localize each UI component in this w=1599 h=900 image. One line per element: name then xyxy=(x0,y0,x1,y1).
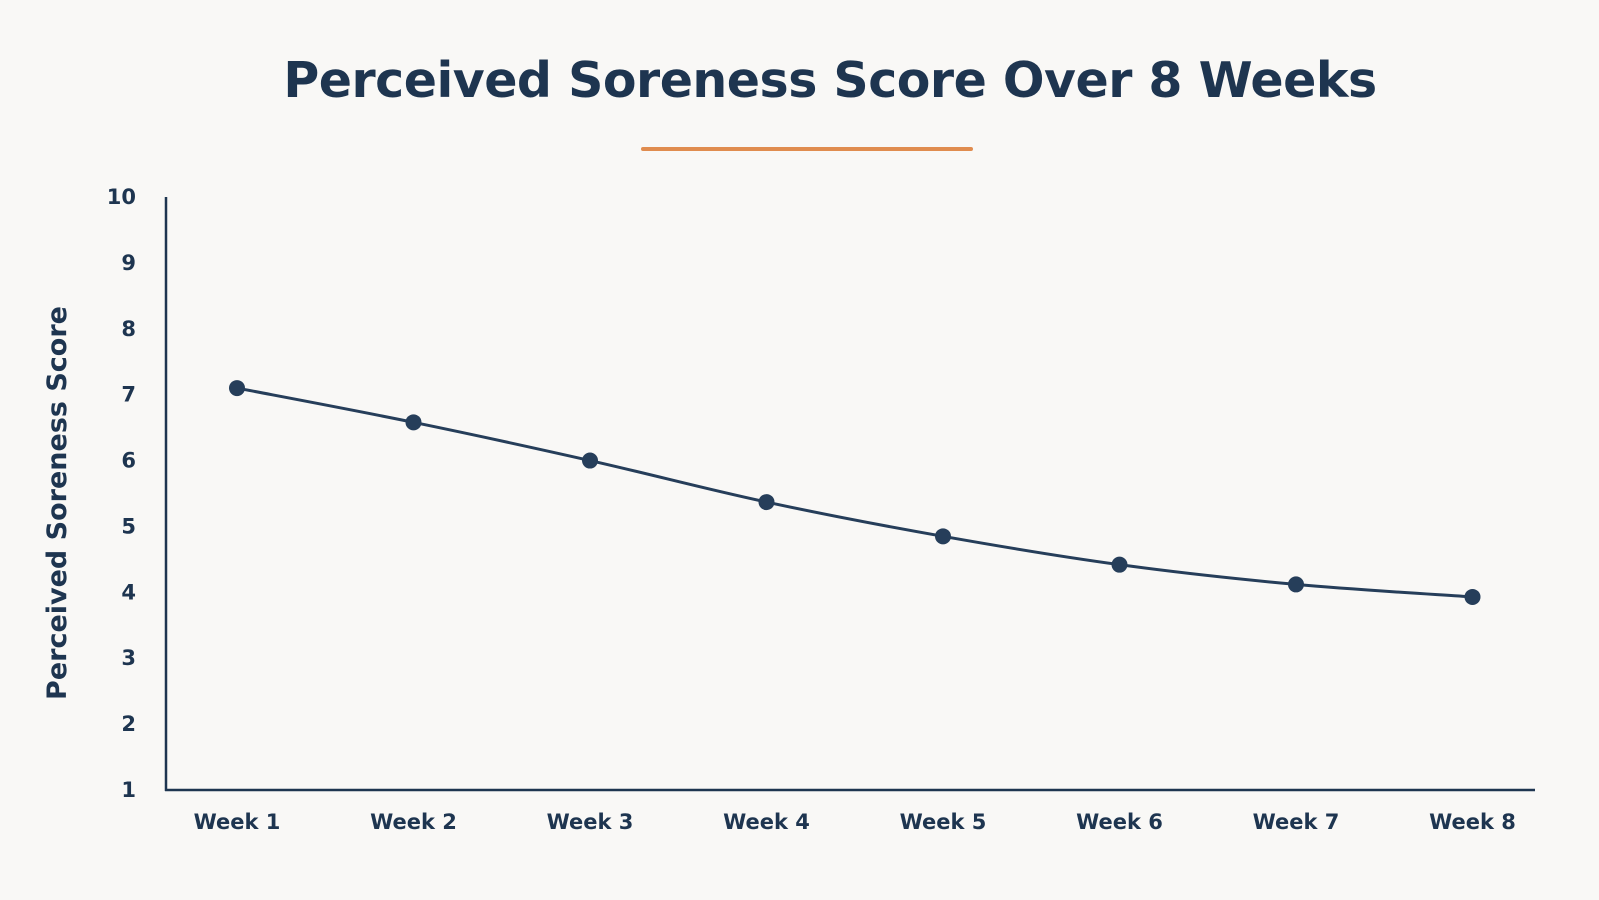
series-group xyxy=(229,380,1481,605)
data-point xyxy=(229,380,245,397)
y-axis-title: Perceived Soreness Score xyxy=(42,306,73,700)
data-point xyxy=(1464,588,1481,605)
y-tick-label: 4 xyxy=(121,580,136,604)
x-tick-label: Week 7 xyxy=(1253,810,1340,834)
title-underline xyxy=(641,147,973,151)
x-tick-label: Week 4 xyxy=(723,810,810,834)
x-axis-ticks: Week 1 Week 2 Week 3 Week 4 Week 5 Week 6 Week… xyxy=(194,810,1516,834)
data-point xyxy=(758,494,775,511)
y-tick-label: 9 xyxy=(121,251,136,275)
x-tick-label: Week 6 xyxy=(1076,810,1163,834)
y-tick-label: 8 xyxy=(121,317,136,341)
y-tick-label: 1 xyxy=(121,778,136,802)
data-point xyxy=(935,528,951,545)
data-point xyxy=(582,452,598,469)
x-tick-label: Week 5 xyxy=(900,810,987,834)
y-tick-label: 6 xyxy=(121,449,136,473)
data-point xyxy=(1111,556,1128,573)
y-tick-label: 3 xyxy=(121,646,136,670)
y-axis-ticks: 1 2 3 4 5 6 7 8 9 10 xyxy=(107,185,136,802)
y-tick-label: 10 xyxy=(107,185,136,209)
data-point xyxy=(1288,576,1304,593)
data-point xyxy=(405,414,422,431)
y-tick-label: 5 xyxy=(121,514,136,538)
series-line xyxy=(235,386,1474,599)
x-tick-label: Week 3 xyxy=(547,810,634,834)
x-tick-label: Week 8 xyxy=(1429,810,1516,834)
x-tick-label: Week 1 xyxy=(194,810,281,834)
y-tick-label: 7 xyxy=(121,383,136,407)
chart-title: Perceived Soreness Score Over 8 Weeks xyxy=(283,52,1377,109)
x-tick-label: Week 2 xyxy=(370,810,457,834)
y-tick-label: 2 xyxy=(121,712,136,736)
